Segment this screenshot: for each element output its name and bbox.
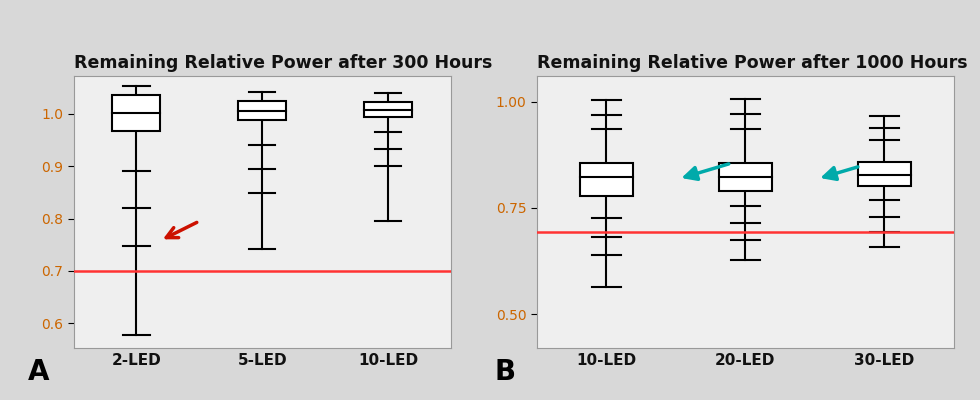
Bar — [113, 95, 161, 130]
Text: B: B — [495, 358, 516, 386]
Bar — [238, 101, 286, 120]
Text: Remaining Relative Power after 1000 Hours: Remaining Relative Power after 1000 Hour… — [537, 54, 967, 72]
Bar — [858, 162, 910, 186]
Bar — [719, 163, 771, 191]
Bar — [580, 163, 633, 196]
Text: Remaining Relative Power after 300 Hours: Remaining Relative Power after 300 Hours — [74, 54, 492, 72]
Text: A: A — [27, 358, 49, 386]
Bar — [364, 102, 412, 118]
